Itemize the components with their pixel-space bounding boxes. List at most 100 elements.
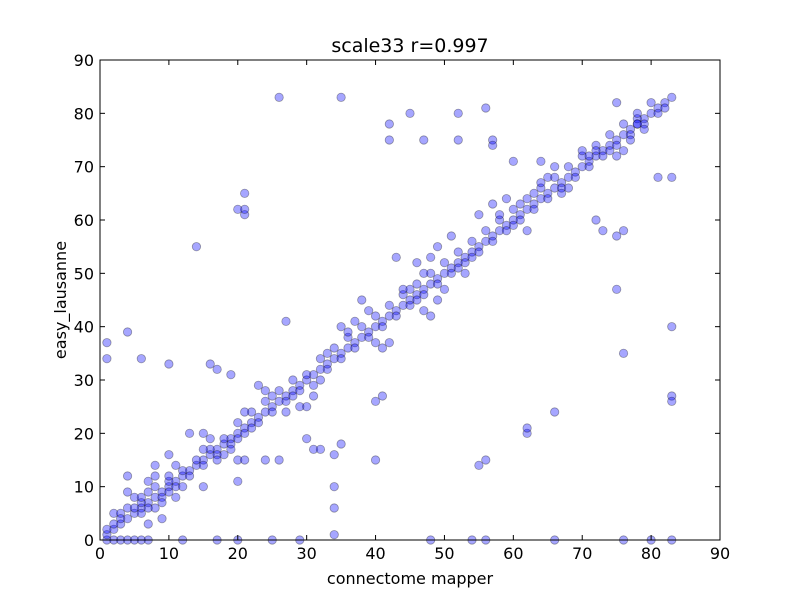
scatter-point [391,252,401,262]
scatter-point [563,183,574,193]
scatter-point [384,135,394,145]
scatter-point [143,519,153,529]
x-tick-label: 80 [641,544,661,563]
scatter-point [171,482,181,492]
scatter-point [618,226,629,236]
scatter-point [370,322,381,332]
scatter-point [508,156,518,166]
scatter-point [143,476,153,486]
scatter-point [522,204,532,214]
scatter-point [446,263,456,273]
scatter-point [253,380,264,390]
y-tick-label: 0 [84,531,94,550]
scatter-point [281,391,291,401]
scatter-point [598,151,608,161]
scatter-point [143,498,153,508]
y-tick-label: 40 [74,318,94,337]
scatter-point [481,226,491,236]
scatter-point [191,242,202,252]
scatter-point [150,471,160,481]
scatter-point [329,354,339,364]
x-tick-label: 10 [159,544,179,563]
scatter-point [164,476,174,486]
scatter-point [632,119,642,129]
scatter-point [136,354,146,364]
scatter-point [398,300,408,310]
scatter-point [618,119,629,129]
points-layer [102,92,677,545]
scatter-point [136,503,146,513]
scatter-point [226,434,236,444]
scatter-point [419,135,429,145]
scatter-point [481,103,491,113]
scatter-point [481,455,491,465]
scatter-point [302,375,312,385]
scatter-point [577,146,587,156]
scatter-point [439,284,450,294]
scatter-point [591,146,601,156]
scatter-point [150,503,160,513]
scatter-point [426,252,436,262]
scatter-point [322,359,332,369]
scatter-point [426,268,436,278]
scatter-point [370,311,381,321]
scatter-point [233,455,243,465]
scatter-point [432,242,443,252]
scatter-point [184,466,195,476]
scatter-point [598,146,608,156]
scatter-point [625,135,636,145]
scatter-point [529,188,539,198]
scatter-point [660,98,670,108]
scatter-point [639,124,649,134]
scatter-point [212,444,222,454]
scatter-point [150,460,160,470]
scatter-point [446,231,456,241]
scatter-point [322,364,332,374]
scatter-point [281,316,291,326]
scatter-point [453,258,463,268]
scatter-point [302,434,312,444]
scatter-point [357,332,367,342]
scatter-point [122,487,133,497]
scatter-point [612,231,622,241]
scatter-point [260,407,270,417]
scatter-point [302,370,312,380]
scatter-point [246,423,257,433]
scatter-point [233,418,243,428]
scatter-point [453,135,463,145]
scatter-point [667,322,677,332]
scatter-point [612,135,622,145]
scatter-point [157,498,167,508]
scatter-point [136,508,146,518]
scatter-point [584,151,594,161]
scatter-point [577,151,587,161]
scatter-point [315,375,326,385]
scatter-point [391,311,401,321]
scatter-point [226,439,236,449]
y-tick-label: 50 [74,264,94,283]
scatter-point [219,450,229,460]
scatter-point [143,487,153,497]
scatter-point [164,359,174,369]
scatter-point [384,300,394,310]
scatter-point [308,380,319,390]
scatter-point [494,210,505,220]
scatter-point [240,455,250,465]
scatter-point [240,428,250,438]
scatter-point [605,146,615,156]
scatter-point [508,215,518,225]
scatter-point [577,162,587,172]
scatter-point [508,220,518,230]
scatter-point [370,455,381,465]
scatter-point [625,124,636,134]
scatter-point [488,135,498,145]
scatter-point [639,119,649,129]
scatter-point [570,167,580,177]
scatter-point [384,119,394,129]
scatter-point [474,242,484,252]
scatter-point [343,332,353,342]
scatter-point [453,247,463,257]
chart-title: scale33 r=0.997 [331,35,488,57]
x-tick-label: 20 [228,544,248,563]
scatter-point [529,204,539,214]
